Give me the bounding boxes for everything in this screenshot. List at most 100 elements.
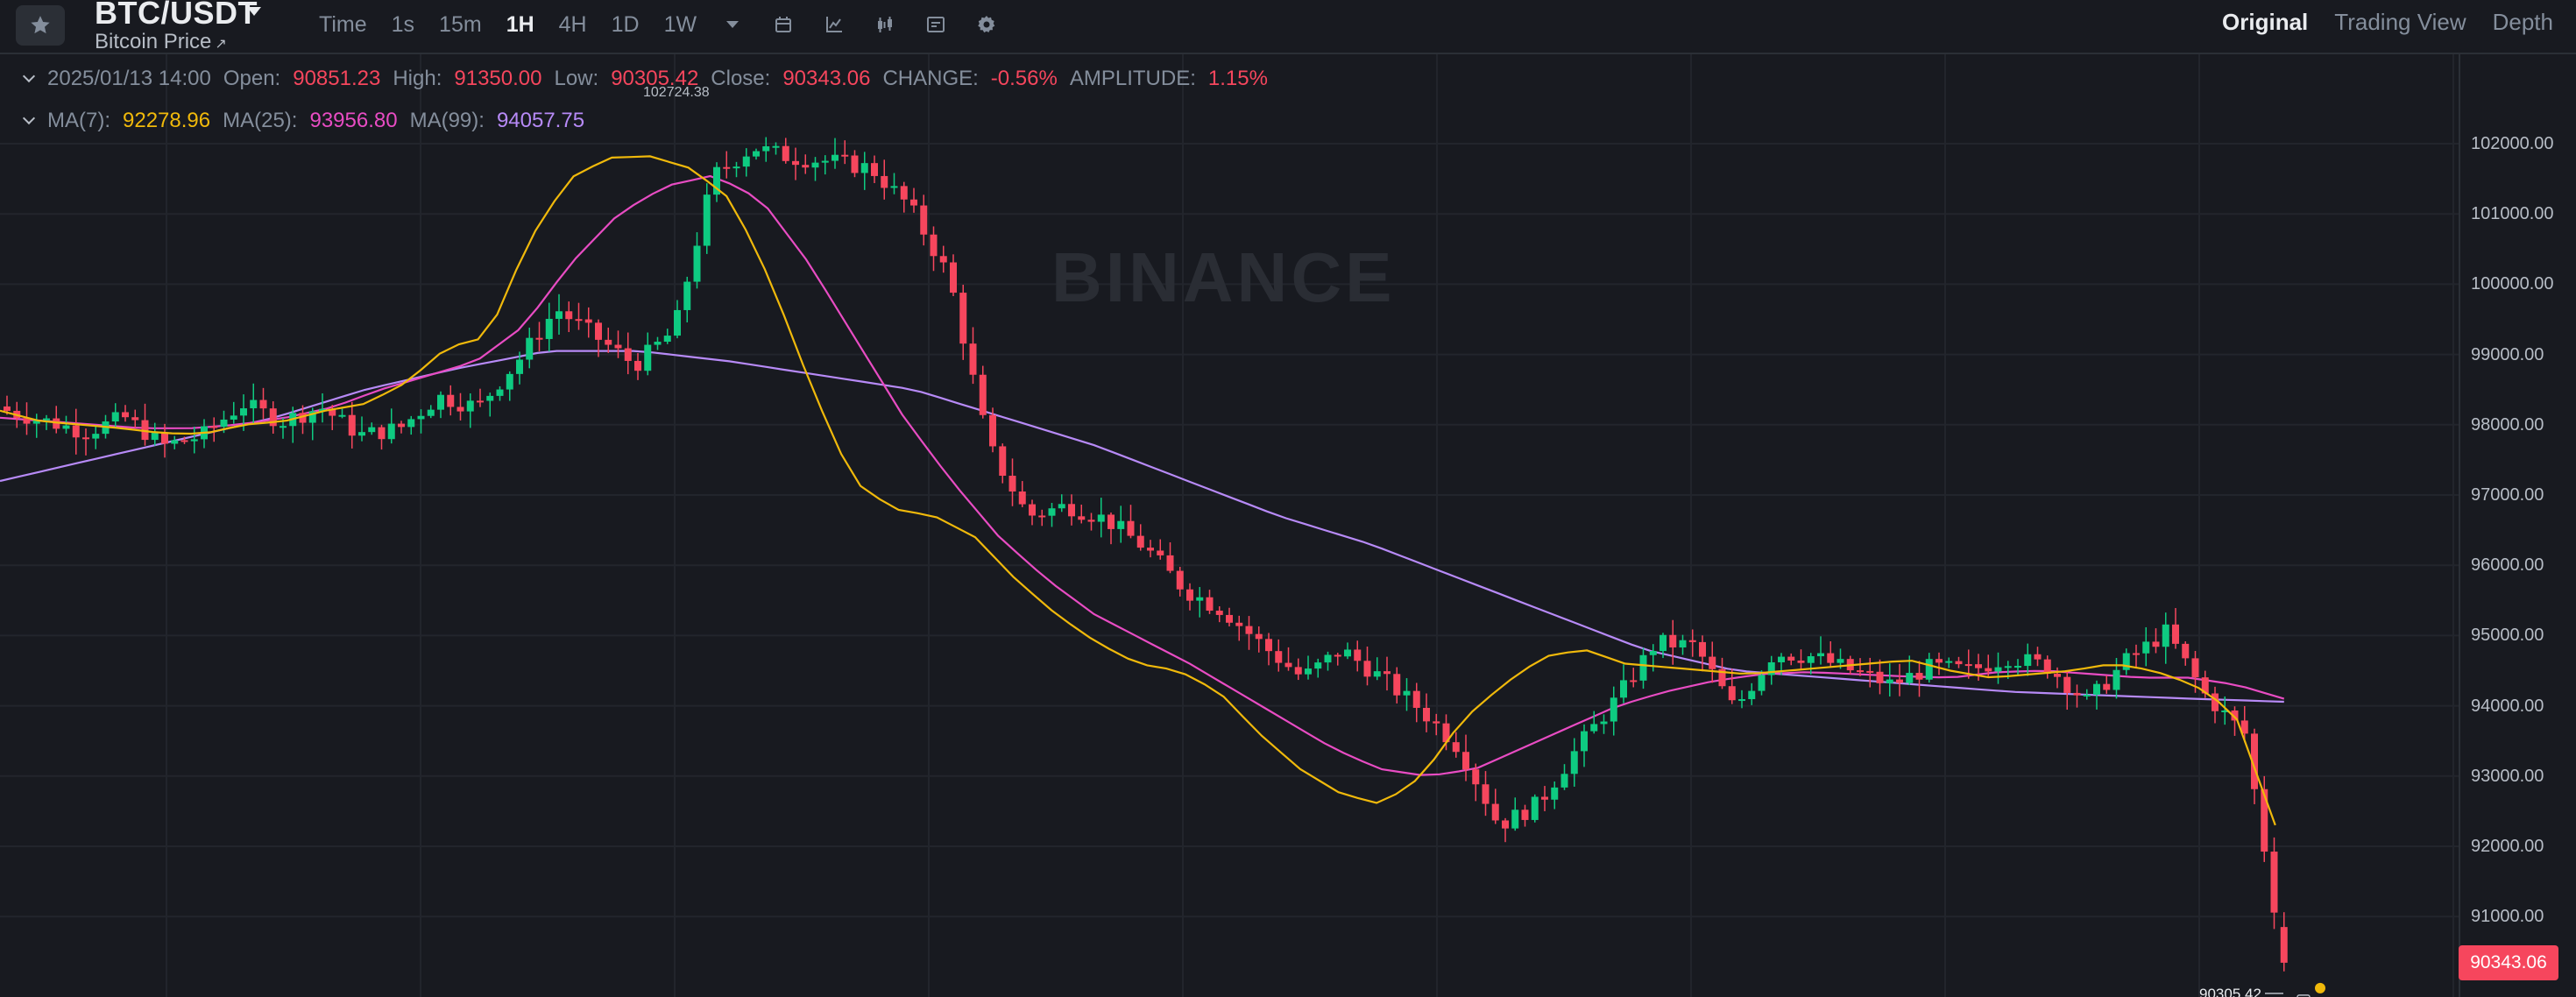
candle-body [1994, 667, 2002, 672]
candle-body [456, 407, 464, 412]
candle-body [1600, 721, 1608, 725]
candle-body [2270, 852, 2278, 913]
candle-body [1482, 784, 1490, 804]
candle-body [556, 311, 563, 319]
interval-time[interactable]: Time [319, 11, 367, 37]
ma25-value: 93956.80 [309, 109, 398, 132]
candle-body [348, 414, 356, 436]
candle-body [1284, 662, 1292, 668]
open-label: Open: [223, 67, 281, 90]
candle-body [900, 186, 908, 200]
candle-body [772, 145, 780, 148]
candle-body [1778, 656, 1785, 662]
candle-body [387, 423, 395, 440]
price-axis-tick: 94000.00 [2471, 696, 2544, 716]
candle-body [1679, 640, 1687, 648]
symbol-title[interactable]: BTC/USDT [95, 0, 258, 31]
candle-body [1305, 668, 1312, 675]
order-icon [2296, 994, 2311, 997]
candle-body [2083, 694, 2091, 696]
interval-1w[interactable]: 1W [663, 11, 697, 37]
calendar-icon[interactable] [772, 13, 795, 36]
candle-body [979, 374, 987, 415]
candle-body [1294, 667, 1302, 675]
candle-body [477, 400, 484, 403]
candle-body [871, 163, 878, 176]
price-axis-tick: 102000.00 [2471, 134, 2554, 153]
candle-body [1857, 670, 1864, 673]
candle-body [742, 156, 750, 167]
candle-body [713, 166, 720, 195]
low-marker-label: 90305.42 [2199, 986, 2261, 997]
candle-body [1087, 520, 1095, 522]
view-original[interactable]: Original [2222, 9, 2309, 35]
candle-body [171, 440, 179, 444]
chevron-down-icon[interactable] [22, 69, 36, 83]
candle-body [881, 175, 888, 188]
gear-icon[interactable] [975, 13, 998, 36]
price-axis-tick: 101000.00 [2471, 204, 2554, 224]
candle-body [1058, 504, 1065, 509]
candle-body [1748, 690, 1756, 700]
candle-body [280, 426, 287, 428]
view-depth[interactable]: Depth [2492, 9, 2553, 35]
candle-body [989, 414, 996, 447]
favorite-button[interactable] [16, 5, 65, 46]
candle-body [1936, 659, 1943, 663]
high-label: High: [393, 67, 442, 90]
star-icon [31, 16, 50, 34]
candle-body [338, 414, 346, 417]
interval-15m[interactable]: 15m [439, 11, 482, 37]
interval-1s[interactable]: 1s [391, 11, 415, 37]
candle-body [683, 281, 691, 310]
candle-body [1265, 639, 1272, 652]
candlestick-icon[interactable] [874, 13, 896, 36]
price-axis-tick: 97000.00 [2471, 485, 2544, 505]
candle-body [1896, 679, 1903, 683]
candle-body [1610, 697, 1617, 722]
candle-body [1354, 649, 1362, 661]
interval-selector: Time 1s 15m 1H 4H 1D 1W [319, 9, 1026, 40]
candle-body [62, 425, 70, 429]
candle-body [407, 419, 415, 428]
candle-body [2201, 677, 2209, 694]
symbol-subtitle[interactable]: Bitcoin Price ↗ [95, 30, 227, 54]
candle-body [545, 318, 553, 339]
low-value: 90305.42 [611, 67, 699, 90]
candle-body [2122, 653, 2130, 670]
candle-body [1127, 520, 1135, 536]
candle-body [1560, 774, 1568, 788]
ma99-path [0, 350, 2284, 704]
candle-body [1511, 810, 1519, 829]
candle-body [1836, 659, 1844, 663]
candle-body [1147, 548, 1154, 551]
interval-1d[interactable]: 1D [611, 11, 640, 37]
candle-body [1108, 514, 1115, 529]
interval-4h[interactable]: 4H [558, 11, 587, 37]
view-trading-view[interactable]: Trading View [2334, 9, 2466, 35]
line-tool-icon[interactable] [823, 13, 846, 36]
indicator-icon[interactable] [924, 13, 947, 36]
candle-body [1886, 679, 1893, 683]
candle-body [663, 336, 671, 343]
price-axis-tick: 100000.00 [2471, 274, 2554, 294]
candle-body [32, 420, 40, 424]
chevron-down-icon[interactable] [726, 21, 740, 28]
ma25-line [0, 174, 2285, 776]
candle-body [1787, 656, 1795, 661]
candle-body [1412, 690, 1420, 708]
candle-body [1018, 491, 1026, 505]
candle-body [1452, 742, 1460, 753]
symbol-dropdown-icon[interactable] [247, 7, 261, 16]
candle-body [1472, 769, 1480, 785]
candle-body [1068, 504, 1075, 517]
candle-body [1433, 721, 1440, 724]
candle-body [319, 408, 326, 412]
candle-body [2212, 693, 2219, 711]
price-axis-tick: 98000.00 [2471, 414, 2544, 435]
chevron-down-icon[interactable] [22, 111, 36, 125]
interval-1h[interactable]: 1H [506, 11, 534, 37]
candle-body [950, 262, 957, 293]
candle-body [308, 411, 316, 423]
